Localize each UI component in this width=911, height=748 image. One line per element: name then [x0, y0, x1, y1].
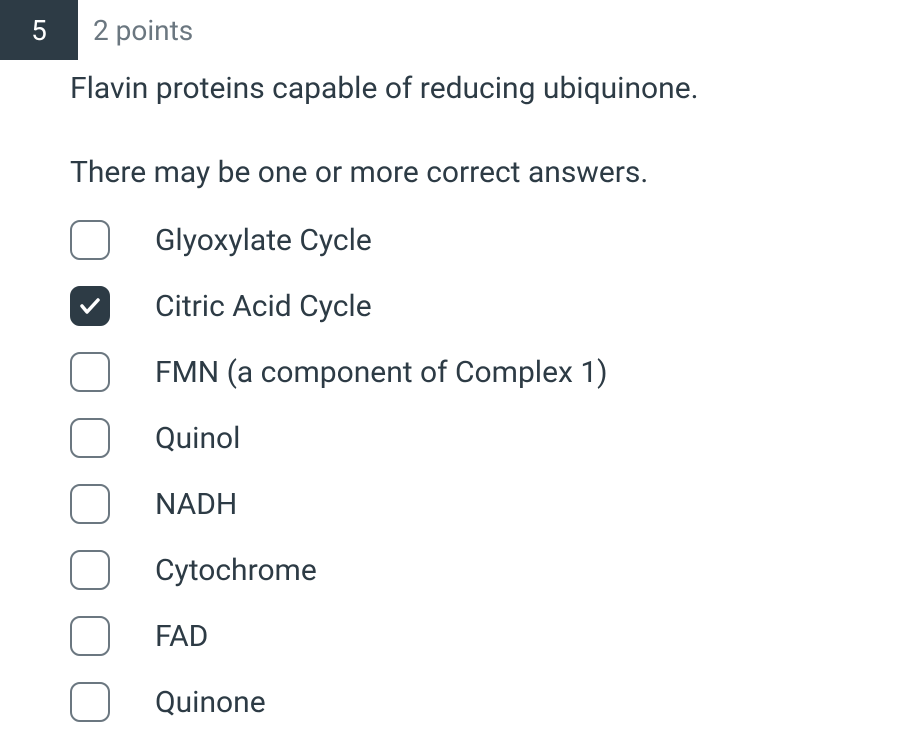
option-label[interactable]: Quinone: [155, 685, 266, 720]
question-number: 5: [0, 0, 78, 60]
question-text: Flavin proteins capable of reducing ubiq…: [70, 68, 911, 110]
question-hint: There may be one or more correct answers…: [70, 152, 911, 194]
option-checkbox[interactable]: [70, 352, 110, 392]
options-list: Glyoxylate Cycle Citric Acid Cycle FMN (a …: [70, 220, 911, 722]
option-label[interactable]: Quinol: [155, 421, 240, 456]
option-row: FAD: [70, 616, 911, 656]
option-row: Cytochrome: [70, 550, 911, 590]
question-points: 2 points: [93, 14, 193, 47]
option-label[interactable]: NADH: [155, 487, 237, 522]
option-checkbox[interactable]: [70, 616, 110, 656]
option-checkbox[interactable]: [70, 550, 110, 590]
checkmark-icon: [78, 294, 102, 318]
option-label[interactable]: Glyoxylate Cycle: [155, 223, 372, 258]
option-checkbox[interactable]: [70, 220, 110, 260]
option-label[interactable]: Citric Acid Cycle: [155, 289, 372, 324]
option-row: FMN (a component of Complex 1): [70, 352, 911, 392]
option-checkbox[interactable]: [70, 418, 110, 458]
option-label[interactable]: Cytochrome: [155, 553, 317, 588]
option-row: Quinol: [70, 418, 911, 458]
option-label[interactable]: FAD: [155, 619, 208, 654]
question-body: Flavin proteins capable of reducing ubiq…: [0, 60, 911, 722]
option-checkbox[interactable]: [70, 682, 110, 722]
option-checkbox[interactable]: [70, 484, 110, 524]
option-checkbox[interactable]: [70, 286, 110, 326]
question-header: 5 2 points: [0, 0, 911, 60]
option-row: Quinone: [70, 682, 911, 722]
option-row: Glyoxylate Cycle: [70, 220, 911, 260]
option-row: Citric Acid Cycle: [70, 286, 911, 326]
option-label[interactable]: FMN (a component of Complex 1): [155, 355, 608, 390]
option-row: NADH: [70, 484, 911, 524]
